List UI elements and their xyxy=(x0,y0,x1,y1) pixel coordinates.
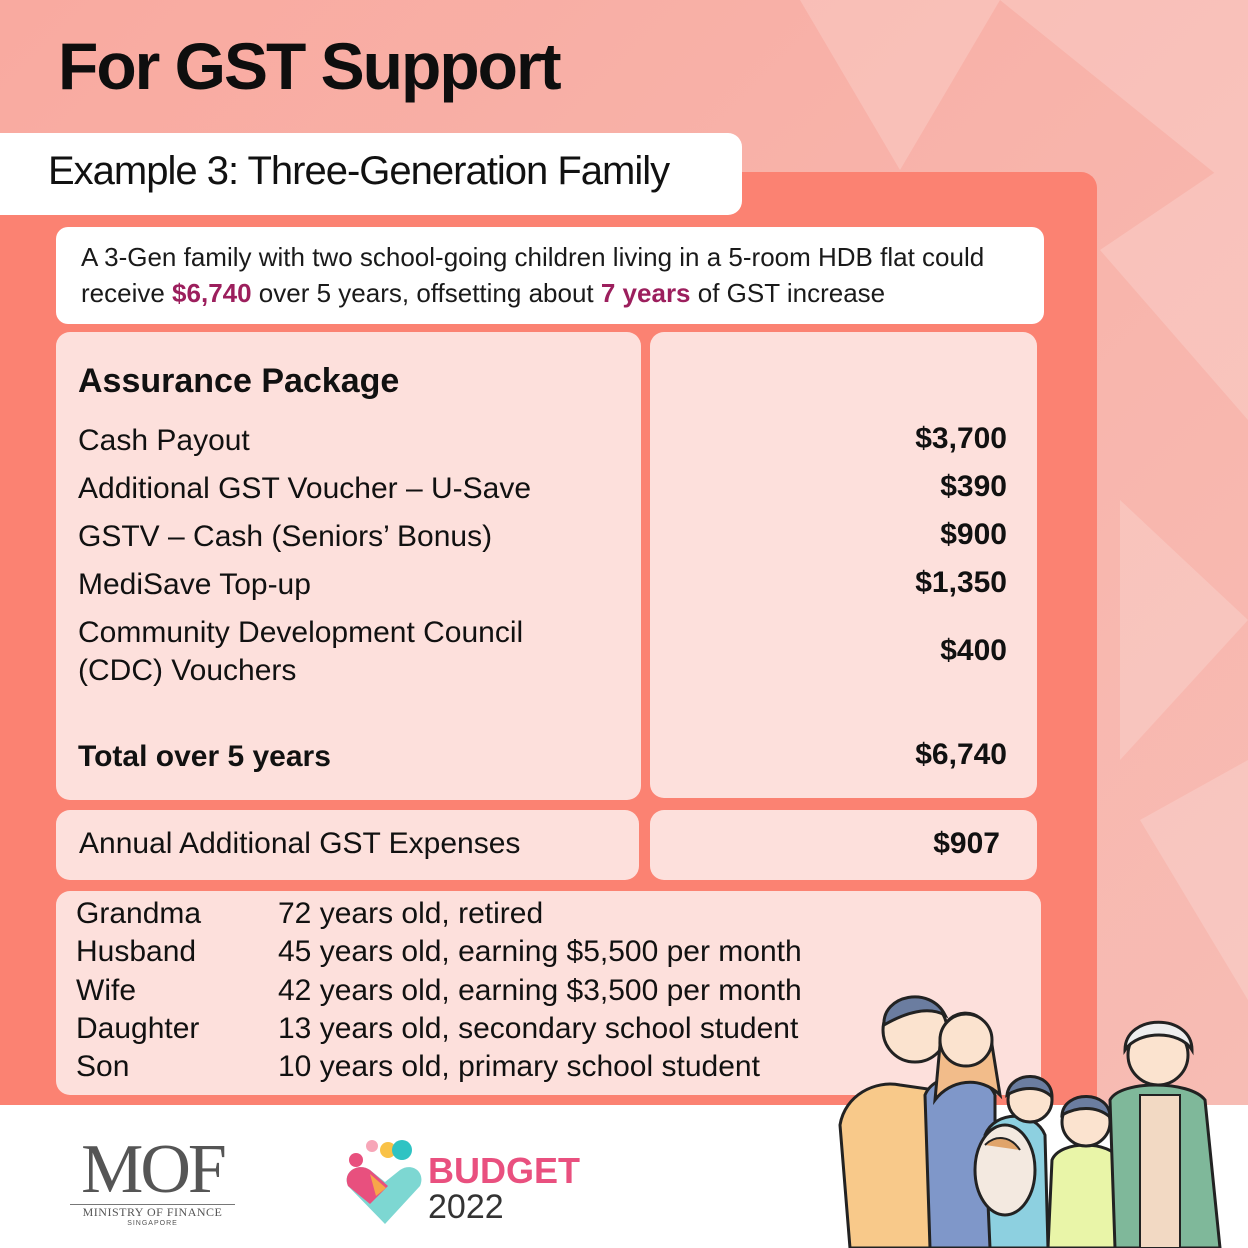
intro-years: 7 years xyxy=(600,278,691,308)
page-title: For GST Support xyxy=(58,29,562,103)
total-label: Total over 5 years xyxy=(78,740,331,773)
item-value-medisave: $1,350 xyxy=(915,566,1007,599)
background-pattern xyxy=(800,0,1248,1000)
mof-logo: MOF MINISTRY OF FINANCE SINGAPORE xyxy=(70,1131,235,1228)
mof-logo-subtitle: MINISTRY OF FINANCE xyxy=(70,1204,235,1220)
item-value-cdc: $400 xyxy=(940,634,1007,667)
annual-value: $907 xyxy=(933,827,1000,860)
annual-label: Annual Additional GST Expenses xyxy=(79,827,521,860)
family-member-desc: 45 years old, earning $5,500 per month xyxy=(278,935,802,968)
budget-label: BUDGET xyxy=(428,1150,580,1191)
item-label-gstv-cash: GSTV – Cash (Seniors’ Bonus) xyxy=(78,520,493,553)
intro-box: A 3-Gen family with two school-going chi… xyxy=(56,227,1044,324)
family-member-desc: 10 years old, primary school student xyxy=(278,1050,760,1083)
family-member-desc: 72 years old, retired xyxy=(278,897,544,930)
item-value-cash-payout: $3,700 xyxy=(915,422,1007,455)
family-member-name: Daughter xyxy=(76,1012,200,1045)
mof-logo-country: SINGAPORE xyxy=(127,1220,178,1227)
assurance-heading: Assurance Package xyxy=(78,362,400,400)
family-card xyxy=(56,891,1041,1095)
intro-text-after: of GST increase xyxy=(690,278,886,308)
item-value-gstv-cash: $900 xyxy=(940,518,1007,551)
intro-text-before: A 3-Gen family with two school-going chi… xyxy=(81,242,985,308)
example-tab: Example 3: Three-Generation Family xyxy=(0,133,742,215)
family-illustration xyxy=(838,995,1222,1248)
family-member-desc: 42 years old, earning $3,500 per month xyxy=(278,974,802,1007)
item-value-usave: $390 xyxy=(940,470,1007,503)
family-member-name: Husband xyxy=(76,935,197,968)
assurance-labels-card xyxy=(56,332,641,800)
family-member-name: Son xyxy=(76,1050,130,1083)
budget-year: 2022 xyxy=(428,1188,504,1226)
example-title: Example 3: Three-Generation Family xyxy=(48,149,670,193)
item-label-usave: Additional GST Voucher – U-Save xyxy=(78,472,532,505)
budget-heart-icon xyxy=(346,1140,422,1224)
annual-label-card: Annual Additional GST Expenses xyxy=(56,810,639,880)
family-member-desc: 13 years old, secondary school student xyxy=(278,1012,799,1045)
item-label-cash-payout: Cash Payout xyxy=(78,424,250,457)
annual-value-card: $907 xyxy=(650,810,1037,880)
mof-logo-text: MOF xyxy=(81,1131,227,1208)
intro-text-middle: over 5 years, offsetting about xyxy=(251,278,601,308)
intro-amount: $6,740 xyxy=(172,278,252,308)
item-label-medisave: MediSave Top-up xyxy=(78,568,311,601)
total-value: $6,740 xyxy=(915,738,1007,771)
item-label-cdc: Community Development Council (CDC) Vouc… xyxy=(78,616,524,687)
assurance-values-card xyxy=(650,332,1037,798)
family-member-name: Grandma xyxy=(76,897,202,930)
family-member-name: Wife xyxy=(76,974,136,1007)
